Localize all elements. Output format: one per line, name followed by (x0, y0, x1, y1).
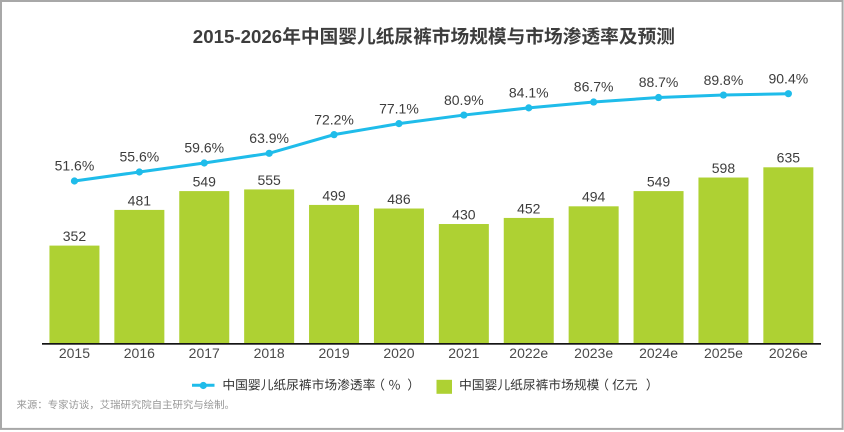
svg-text:2021: 2021 (448, 345, 479, 361)
svg-text:2024e: 2024e (639, 345, 678, 361)
svg-text:89.8%: 89.8% (704, 72, 744, 88)
svg-text:555: 555 (257, 172, 281, 188)
svg-text:2018: 2018 (254, 345, 285, 361)
svg-text:2023e: 2023e (574, 345, 613, 361)
svg-text:55.6%: 55.6% (119, 149, 159, 165)
svg-text:486: 486 (387, 191, 411, 207)
svg-text:88.7%: 88.7% (639, 74, 679, 90)
svg-text:2026e: 2026e (769, 345, 808, 361)
svg-text:549: 549 (193, 173, 217, 189)
svg-text:63.9%: 63.9% (249, 130, 289, 146)
svg-text:2020: 2020 (383, 345, 414, 361)
svg-text:598: 598 (712, 160, 736, 176)
svg-text:2019: 2019 (318, 345, 349, 361)
svg-text:72.2%: 72.2% (314, 111, 354, 127)
svg-text:2016: 2016 (124, 345, 155, 361)
svg-text:2015: 2015 (59, 345, 90, 361)
svg-text:59.6%: 59.6% (184, 140, 224, 156)
svg-text:2015-2026: 2015-2026 (193, 26, 282, 47)
svg-text:2025e: 2025e (704, 345, 743, 361)
svg-text:549: 549 (647, 173, 671, 189)
svg-text:84.1%: 84.1% (509, 85, 549, 101)
svg-text:452: 452 (517, 200, 541, 216)
svg-text:90.4%: 90.4% (768, 70, 808, 86)
svg-text:430: 430 (452, 206, 476, 222)
svg-text:494: 494 (582, 189, 606, 205)
svg-text:635: 635 (777, 150, 801, 166)
svg-text:499: 499 (322, 187, 346, 203)
svg-text:352: 352 (63, 228, 87, 244)
svg-text:51.6%: 51.6% (55, 158, 95, 174)
svg-text:86.7%: 86.7% (574, 79, 614, 95)
svg-text:2022e: 2022e (509, 345, 548, 361)
svg-text:80.9%: 80.9% (444, 92, 484, 108)
svg-text:481: 481 (128, 192, 152, 208)
svg-text:77.1%: 77.1% (379, 100, 419, 116)
svg-text:2017: 2017 (189, 345, 220, 361)
